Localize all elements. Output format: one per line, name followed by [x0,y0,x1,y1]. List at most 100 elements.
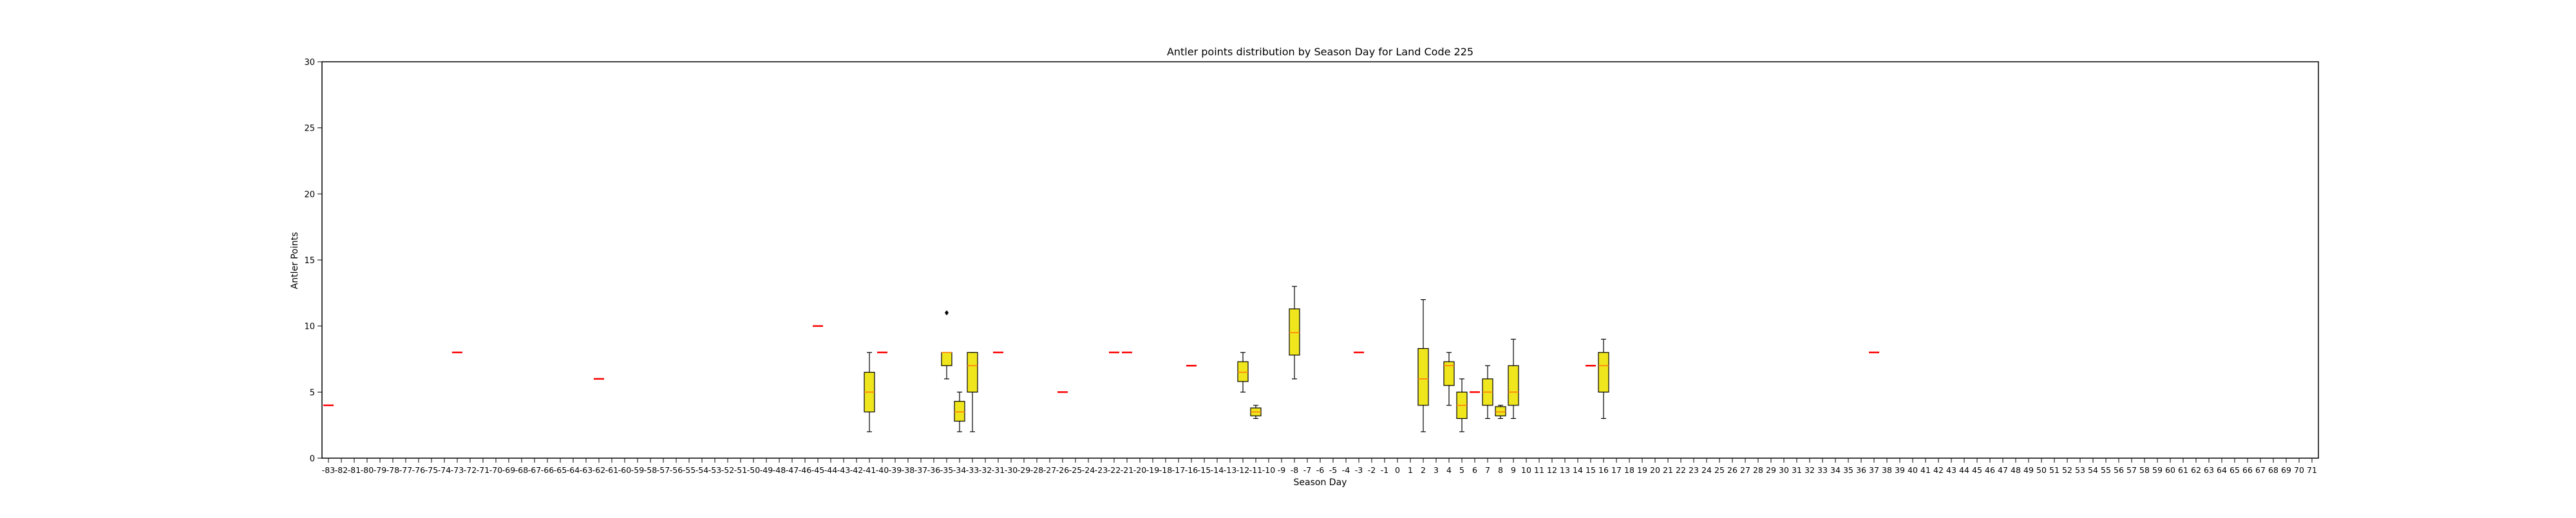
y-tick-label: 0 [310,454,315,464]
y-axis-label: Antler Points [290,232,300,290]
x-tick-label: -23 [1095,465,1108,475]
x-tick-label: -11 [1249,465,1262,475]
x-tick-label: -22 [1108,465,1121,475]
x-tick-label: -78 [386,465,399,475]
x-tick-label: 22 [1676,465,1686,475]
x-tick-label: -37 [914,465,927,475]
x-tick-label: 58 [2139,465,2150,475]
x-tick-label: -48 [773,465,786,475]
x-tick-label: 23 [1689,465,1699,475]
x-tick-label: -28 [1030,465,1043,475]
x-tick-label: 30 [1779,465,1789,475]
x-tick-label: -41 [863,465,876,475]
x-tick-label: 60 [2165,465,2175,475]
x-tick-label: 7 [1485,465,1490,475]
x-tick-label: 59 [2152,465,2163,475]
x-tick-label: 8 [1498,465,1503,475]
iqr-box [1237,361,1249,382]
x-tick-label: -50 [747,465,760,475]
x-tick-label: -20 [1133,465,1146,475]
x-tick-label: -73 [451,465,464,475]
x-tick-label: -42 [850,465,863,475]
x-tick-label: 51 [2049,465,2060,475]
x-tick-label: -80 [361,465,374,475]
x-tick-label: -71 [477,465,489,475]
x-tick-label: -12 [1236,465,1249,475]
x-tick-label: 37 [1869,465,1879,475]
x-tick-label: -9 [1278,465,1286,475]
x-tick-label: -1 [1381,465,1388,475]
box-16 [1598,338,1609,420]
x-tick-label: -83 [322,465,335,475]
x-tick-label: 6 [1472,465,1477,475]
x-tick-label: -44 [824,465,837,475]
x-tick-label: 24 [1701,465,1712,475]
x-tick-label: -16 [1185,465,1198,475]
x-tick-label: 32 [1804,465,1815,475]
x-tick-label: -58 [644,465,657,475]
x-tick-label: 65 [2230,465,2240,475]
x-tick-label: -13 [1224,465,1236,475]
x-tick-label: -47 [786,465,799,475]
x-tick-label: -53 [708,465,721,475]
x-tick-label: 48 [2011,465,2021,475]
x-tick-label: 64 [2217,465,2227,475]
x-tick-label: 2 [1421,465,1426,475]
x-tick-label: -59 [631,465,644,475]
x-tick-label: -43 [837,465,850,475]
box-2 [1417,299,1429,432]
x-tick-label: 15 [1586,465,1596,475]
x-tick-label: -51 [734,465,747,475]
x-tick-label: -69 [502,465,515,475]
y-tick-label: 20 [304,190,315,199]
boxes [323,286,1879,432]
x-tick-label: -38 [902,465,914,475]
x-tick-label: -72 [464,465,477,475]
x-tick-label: 57 [2126,465,2137,475]
x-tick-label: 18 [1624,465,1634,475]
x-tick-label: 68 [2268,465,2278,475]
x-tick-label: 20 [1650,465,1660,475]
x-tick-label: -54 [696,465,708,475]
x-tick-label: 47 [1998,465,2008,475]
x-tick-label: -29 [1018,465,1030,475]
x-tick-label: -8 [1291,465,1299,475]
x-tick-label: 69 [2281,465,2291,475]
x-tick-label: 40 [1908,465,1918,475]
iqr-box [1598,352,1609,393]
y-axis: 0 5 10 15 20 25 30 [304,58,322,464]
iqr-box [1417,347,1429,406]
x-tick-label: 49 [2023,465,2034,475]
x-tick-label: -60 [618,465,631,475]
x-tick-label: 17 [1611,465,1622,475]
x-tick-label: 0 [1395,465,1400,475]
outlier-point [945,310,949,316]
x-tick-label: -74 [438,465,451,475]
x-tick-label: -68 [515,465,528,475]
x-tick-label: -24 [1082,465,1095,475]
x-tick-label: -70 [489,465,502,475]
x-tick-label: -25 [1069,465,1082,475]
x-tick-label: -57 [657,465,670,475]
x-tick-label: 5 [1459,465,1464,475]
x-tick-label: -35 [940,465,953,475]
y-tick-label: 30 [304,58,315,68]
x-tick-label: 44 [1959,465,1969,475]
box-9 [1508,338,1519,420]
box--12 [1237,352,1249,393]
box-5 [1456,378,1468,432]
x-tick-label: -7 [1303,465,1311,475]
x-tick-label: -21 [1121,465,1133,475]
x-tick-label: -33 [966,465,979,475]
x-tick-label: -10 [1262,465,1275,475]
x-tick-label: -3 [1355,465,1363,475]
y-tick-label: 25 [304,124,315,134]
x-tick-label: 21 [1663,465,1673,475]
x-tick-label: 52 [2062,465,2072,475]
y-tick-label: 10 [304,322,315,332]
box--11 [1250,405,1262,420]
x-tick-label: -75 [425,465,438,475]
x-tick-label: 9 [1511,465,1516,475]
